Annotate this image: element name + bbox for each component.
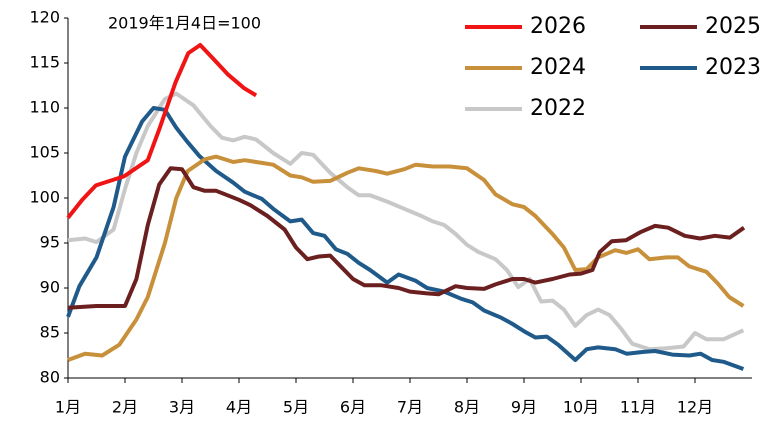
series-line (67, 166, 746, 310)
y-tick-label: 85 (40, 323, 60, 342)
y-tick-label: 95 (40, 233, 60, 252)
series-line (67, 154, 745, 362)
y-tick-label: 120 (29, 8, 60, 27)
x-tick-label: 8月 (454, 398, 480, 417)
x-tick-label: 3月 (169, 398, 195, 417)
legend-label: 2023 (705, 55, 761, 80)
x-tick-label: 9月 (511, 398, 537, 417)
x-tick-label: 12月 (677, 398, 713, 417)
x-tick-label: 10月 (563, 398, 599, 417)
legend-label: 2025 (705, 14, 761, 39)
series-line (67, 91, 745, 352)
x-tick-label: 5月 (283, 398, 309, 417)
legend-label: 2026 (530, 14, 586, 39)
annotation: 2019年1月4日=100 (108, 14, 261, 33)
y-tick-label: 80 (40, 368, 60, 387)
x-tick-label: 2月 (112, 398, 138, 417)
x-tick-label: 6月 (340, 398, 366, 417)
legend-label: 2022 (530, 96, 586, 121)
series-line (66, 43, 258, 220)
y-tick-label: 90 (40, 278, 60, 297)
x-tick-label: 4月 (226, 398, 252, 417)
x-tick-label: 7月 (397, 398, 423, 417)
x-tick-label: 11月 (620, 398, 656, 417)
y-tick-label: 100 (29, 188, 60, 207)
y-tick-label: 115 (29, 53, 60, 72)
series-line (66, 106, 745, 371)
y-tick-label: 110 (29, 98, 60, 117)
x-tick-label: 1月 (55, 398, 81, 417)
legend-label: 2024 (530, 55, 586, 80)
y-tick-label: 105 (29, 143, 60, 162)
